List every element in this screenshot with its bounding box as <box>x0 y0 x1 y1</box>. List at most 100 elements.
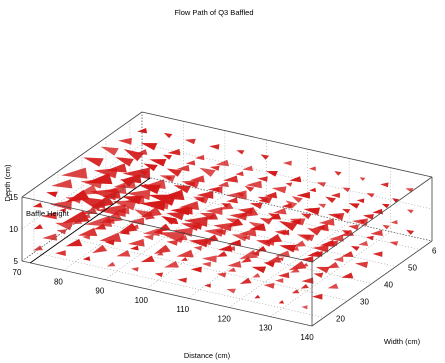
flow-arrow <box>203 227 224 237</box>
flow-arrow <box>223 175 239 183</box>
flow-arrow <box>279 244 297 253</box>
flow-arrow <box>245 180 262 189</box>
flow-arrow <box>301 256 314 263</box>
flow-arrow <box>263 282 275 289</box>
flow-arrow <box>366 193 375 198</box>
flow-arrow <box>236 150 245 155</box>
flow-arrow <box>290 267 300 273</box>
y-tick-label: 20 <box>336 315 345 324</box>
flow-arrow <box>365 235 374 241</box>
flow-arrow <box>105 163 127 173</box>
flow-arrow <box>285 182 293 187</box>
flow-arrow <box>118 222 138 233</box>
flow-arrow <box>99 232 122 242</box>
flow-arrow <box>242 165 253 172</box>
flow-arrow <box>289 176 302 183</box>
flow-arrow <box>143 234 154 241</box>
flow-arrow <box>265 170 278 177</box>
flow-arrow <box>168 218 179 225</box>
flow-arrow <box>238 228 257 237</box>
axis-edge <box>21 196 313 263</box>
x-tick-label: 80 <box>54 277 63 286</box>
flow-arrow <box>227 218 244 228</box>
flow-arrow <box>263 234 283 243</box>
flow-arrow <box>380 182 389 188</box>
flow-arrow <box>115 157 134 167</box>
flow-arrow <box>327 212 345 221</box>
flow-arrow <box>140 199 166 211</box>
flow-arrow <box>185 160 196 166</box>
x-tick-label: 90 <box>95 287 104 296</box>
flow-arrow <box>217 181 229 188</box>
grid-line <box>104 194 226 280</box>
axis-edge <box>141 111 433 178</box>
flow-arrow <box>72 218 83 225</box>
flow-arrow <box>257 196 273 204</box>
flow-arrow <box>195 154 205 161</box>
tick-labels: 70 80 90 100 110 120 130 140 20 30 40 50 6 5 10 15 <box>9 193 437 342</box>
flow-arrow <box>249 223 266 231</box>
flow-arrow <box>209 144 220 150</box>
flow-arrow <box>191 224 203 230</box>
axis-edge <box>21 175 143 262</box>
flow-arrow <box>49 200 72 211</box>
flow-arrow <box>390 220 398 225</box>
flow-arrow <box>33 224 44 230</box>
flow-arrow <box>190 266 202 273</box>
flow-arrow <box>312 244 329 253</box>
z-tick-label: 5 <box>14 257 19 266</box>
baffle-line <box>30 177 151 264</box>
flow-arrow <box>46 191 58 198</box>
flow-arrow <box>118 137 132 145</box>
flow-arrow <box>318 218 335 226</box>
flow-arrow <box>140 206 162 218</box>
grid-line <box>146 203 267 290</box>
flow-arrow <box>166 168 183 177</box>
flow-arrow <box>278 220 298 231</box>
flow-arrow <box>204 283 211 288</box>
flow-arrow <box>313 272 324 278</box>
flow-arrow <box>342 187 351 193</box>
y-tick-label: 6 <box>432 247 437 256</box>
flow-arrow <box>362 213 374 220</box>
chart-title: Flow Path of Q3 Baffled <box>174 8 253 17</box>
flow-arrow <box>61 167 88 179</box>
flow-arrow <box>157 232 186 244</box>
flow-arrow <box>327 240 339 247</box>
flow-arrow <box>204 213 219 220</box>
axis-edge <box>311 176 433 263</box>
flow-arrow <box>392 198 400 203</box>
flow-arrow <box>318 203 327 209</box>
flow-arrow <box>149 159 167 167</box>
flow-arrow <box>254 294 261 299</box>
flow-arrow <box>130 245 139 251</box>
y-axis-label: Width (cm) <box>384 337 421 346</box>
flow-arrow <box>153 229 163 235</box>
flow-arrow <box>196 190 214 199</box>
flow-arrow <box>143 228 160 236</box>
flow-arrow <box>406 229 415 235</box>
flow-arrow <box>302 262 309 267</box>
flow-arrow <box>126 189 151 200</box>
flow-arrow <box>326 261 340 269</box>
flow-arrow <box>82 234 91 240</box>
flow-arrow <box>275 250 291 258</box>
axis-edge <box>311 240 433 327</box>
flow-arrow <box>216 272 227 278</box>
flow-arrow <box>239 249 259 260</box>
grid-line <box>63 185 184 271</box>
flow-arrow <box>370 229 383 237</box>
flow-arrow <box>351 218 368 226</box>
flow-arrow <box>300 234 315 242</box>
flow-arrow <box>389 241 399 246</box>
flow-arrow <box>226 197 238 204</box>
grid-line <box>187 212 308 299</box>
flow-arrow <box>271 186 287 194</box>
flow-arrow <box>334 171 342 176</box>
flow-arrow <box>235 171 244 177</box>
flow-arrow <box>215 159 230 167</box>
x-tick-label: 70 <box>13 268 22 277</box>
flow-arrow <box>155 223 171 233</box>
flow-arrow <box>202 240 212 246</box>
